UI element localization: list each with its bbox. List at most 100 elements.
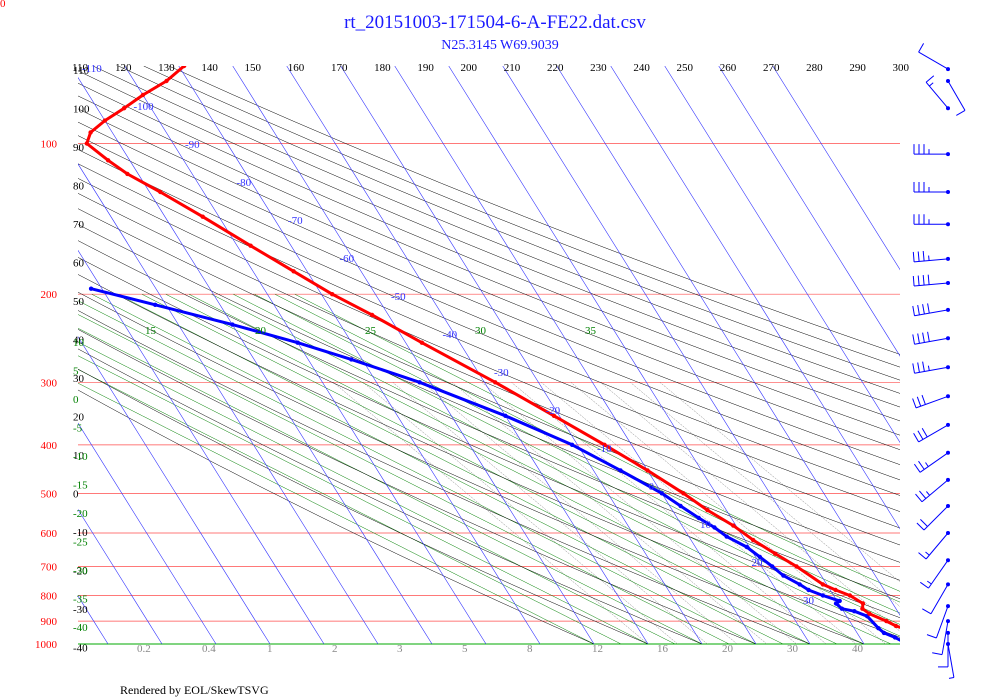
pressure-label: 700 bbox=[41, 561, 58, 573]
dry-adiabat bbox=[78, 208, 900, 563]
mixing-ratio-line bbox=[422, 382, 738, 644]
wind-barb-shaft bbox=[925, 532, 949, 560]
dry-adiabat bbox=[78, 389, 595, 644]
isotherm-line bbox=[718, 66, 900, 357]
wind-barb-flag bbox=[922, 304, 925, 315]
wind-barb-shaft bbox=[915, 395, 949, 409]
dry-adiabat bbox=[92, 66, 900, 394]
wind-barb-shaft bbox=[914, 258, 949, 263]
wind-barb bbox=[915, 477, 950, 503]
wind-barb bbox=[913, 144, 950, 157]
isotherm-line bbox=[502, 66, 865, 644]
wind-barb bbox=[913, 214, 950, 227]
wind-barb-shaft bbox=[914, 366, 949, 374]
moist-adiabat-label: -5 bbox=[73, 423, 83, 435]
wind-barb bbox=[932, 619, 950, 656]
moist-adiabat bbox=[141, 293, 838, 644]
wind-barb-flag bbox=[917, 362, 920, 373]
theta-label: 80 bbox=[73, 181, 85, 193]
wind-barb-flag bbox=[919, 490, 927, 499]
dry-adiabat bbox=[168, 66, 900, 355]
wind-barb-shaft bbox=[925, 81, 949, 109]
moist-adiabat-label: -25 bbox=[73, 537, 88, 549]
wind-barb bbox=[912, 361, 950, 374]
isotherm-label: -90 bbox=[185, 139, 200, 151]
moist-adiabat bbox=[117, 293, 811, 644]
mixing-ratio-label: 5 bbox=[462, 643, 468, 655]
wind-barbs bbox=[912, 43, 966, 679]
moist-adiabat-label: 30 bbox=[475, 325, 487, 337]
theta-label: 100 bbox=[73, 104, 90, 116]
top-tick-label: 240 bbox=[633, 62, 650, 74]
wind-barb-flag bbox=[922, 361, 925, 372]
wind-barb bbox=[946, 642, 955, 679]
wind-barb-shaft bbox=[930, 584, 949, 615]
dry-adiabat bbox=[78, 224, 900, 581]
wind-barb bbox=[912, 274, 950, 287]
mixing-ratio-lines bbox=[333, 382, 900, 644]
mixing-ratio-line bbox=[481, 382, 797, 644]
isotherm-line bbox=[340, 66, 703, 644]
moist-adiabat bbox=[78, 369, 622, 644]
isotherm-line bbox=[124, 66, 487, 644]
dry-adiabat bbox=[78, 329, 757, 644]
moist-adiabat bbox=[274, 293, 900, 603]
moist-adiabat bbox=[254, 293, 900, 614]
isotherm-line bbox=[286, 66, 649, 644]
wind-barb-flag bbox=[917, 251, 920, 262]
wind-barb-flag bbox=[912, 275, 915, 287]
wind-barb-half bbox=[926, 491, 930, 496]
mixing-ratio-label: 40 bbox=[852, 643, 864, 655]
moist-adiabat-label: -35 bbox=[73, 594, 88, 606]
dry-adiabat bbox=[78, 193, 900, 546]
moist-adiabat bbox=[78, 314, 730, 644]
mixing-ratio-line bbox=[511, 382, 827, 644]
wind-barb-flag bbox=[922, 332, 925, 343]
wind-barb-shaft bbox=[928, 559, 949, 589]
moist-adiabat bbox=[91, 293, 784, 644]
moist-adiabat-label: -40 bbox=[73, 622, 88, 634]
isotherm-line bbox=[394, 66, 757, 644]
wind-barb-half bbox=[927, 580, 932, 585]
dry-adiabat bbox=[78, 149, 900, 496]
pressure-label: 200 bbox=[41, 289, 58, 301]
mixing-ratio-label: 2 bbox=[332, 643, 338, 655]
moist-adiabat bbox=[78, 300, 757, 644]
wind-barb-flag bbox=[913, 463, 921, 473]
mixing-ratio-label: 8 bbox=[527, 643, 533, 655]
wind-barb-flag bbox=[922, 275, 925, 286]
isotherm-label: -50 bbox=[391, 291, 406, 303]
moist-adiabat bbox=[294, 293, 900, 592]
dry-adiabat bbox=[78, 257, 900, 618]
isotherm-line bbox=[178, 66, 541, 644]
top-tick-label: 110 bbox=[72, 62, 89, 74]
isotherm-line bbox=[232, 66, 595, 644]
wind-barb bbox=[912, 250, 950, 263]
dry-adiabat bbox=[78, 163, 900, 512]
moist-adiabats bbox=[78, 293, 900, 644]
moist-adiabat bbox=[211, 293, 900, 637]
mixing-ratio-label: 20 bbox=[722, 643, 734, 655]
pressure-label: 300 bbox=[41, 377, 58, 389]
pressure-isobars bbox=[78, 143, 900, 645]
mixing-ratio-label: 12 bbox=[592, 643, 603, 655]
dry-adiabat bbox=[78, 70, 900, 408]
wind-barb-flag bbox=[922, 250, 925, 262]
moist-adiabat-label: -10 bbox=[73, 451, 88, 463]
wind-barb-shaft bbox=[914, 337, 949, 345]
wind-barb-flag bbox=[922, 608, 932, 615]
wind-barb-half bbox=[925, 551, 930, 556]
wind-barb-shaft bbox=[914, 282, 949, 287]
wind-barb-flag bbox=[925, 75, 935, 83]
dry-adiabat bbox=[143, 66, 900, 368]
temperature-point bbox=[914, 631, 918, 635]
dry-adiabat bbox=[78, 240, 900, 599]
wind-barb-flag bbox=[917, 430, 924, 440]
temperature-trace bbox=[84, 66, 918, 635]
wind-barb-shaft bbox=[935, 605, 949, 639]
isotherm-label: 10 bbox=[700, 519, 712, 531]
wind-barb-flag bbox=[912, 398, 917, 409]
wind-barb-flag bbox=[920, 581, 929, 589]
